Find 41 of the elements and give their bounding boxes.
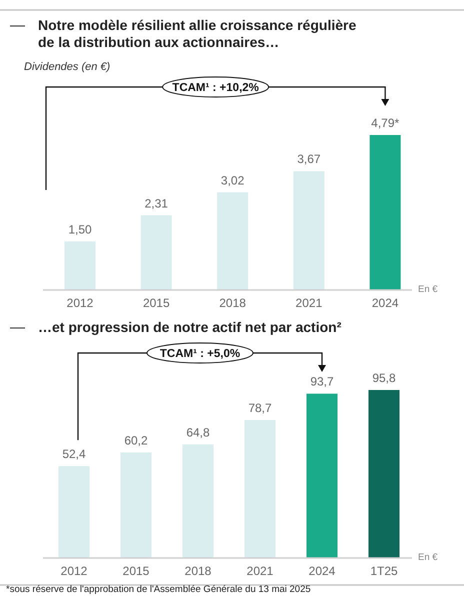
bar xyxy=(182,444,214,558)
bar xyxy=(140,215,172,290)
data-label: 78,7 xyxy=(248,400,272,415)
bar xyxy=(64,241,96,290)
data-label: 64,8 xyxy=(186,425,210,440)
text: En € xyxy=(418,552,438,563)
data-label: 4,79* xyxy=(371,116,400,130)
bar xyxy=(368,390,400,558)
x-tick-label: 2018 xyxy=(184,564,212,578)
data-label: 3,02 xyxy=(220,173,245,188)
y-axis-title: Dividendes (en €) xyxy=(24,61,111,73)
data-label: 52,4 xyxy=(62,447,86,462)
bar xyxy=(244,420,276,558)
text: TCAM¹ : +5,0% xyxy=(160,348,240,360)
data-label: 95,8 xyxy=(372,371,396,385)
text: *sous réserve de l'approbation de l'Assemblée Générale du 13 mai 2025 xyxy=(6,584,311,595)
chart-title: Notre modèle résilient allie croissance régulière de la distribution aux actionnaires… xyxy=(38,17,356,50)
data-label: 60,2 xyxy=(124,433,148,448)
bar xyxy=(120,452,152,558)
x-tick-label: 2015 xyxy=(142,296,170,310)
x-tick-label: 2024 xyxy=(372,296,399,310)
x-tick-label: 2012 xyxy=(60,564,88,578)
data-label: 93,7 xyxy=(310,374,334,389)
x-tick-label: 2021 xyxy=(296,296,323,310)
bar xyxy=(306,394,338,558)
data-label: 3,67 xyxy=(297,152,321,166)
chart-title: …et progression de notre actif net par action² xyxy=(38,319,342,335)
x-tick-label: 2012 xyxy=(66,296,94,310)
x-tick-label: 1T25 xyxy=(370,564,398,578)
data-label: 1,50 xyxy=(68,222,92,236)
bar xyxy=(217,192,248,290)
x-tick-label: 2021 xyxy=(246,564,274,578)
x-tick-label: 2015 xyxy=(122,564,150,578)
data-label: 2,31 xyxy=(144,196,168,210)
x-tick-label: 2024 xyxy=(308,564,336,578)
text: TCAM¹ : +10,2% xyxy=(172,82,259,94)
bar xyxy=(293,171,324,290)
bar xyxy=(370,135,401,290)
x-tick-label: 2018 xyxy=(219,296,246,310)
bar xyxy=(58,466,90,558)
text: En € xyxy=(418,284,438,295)
